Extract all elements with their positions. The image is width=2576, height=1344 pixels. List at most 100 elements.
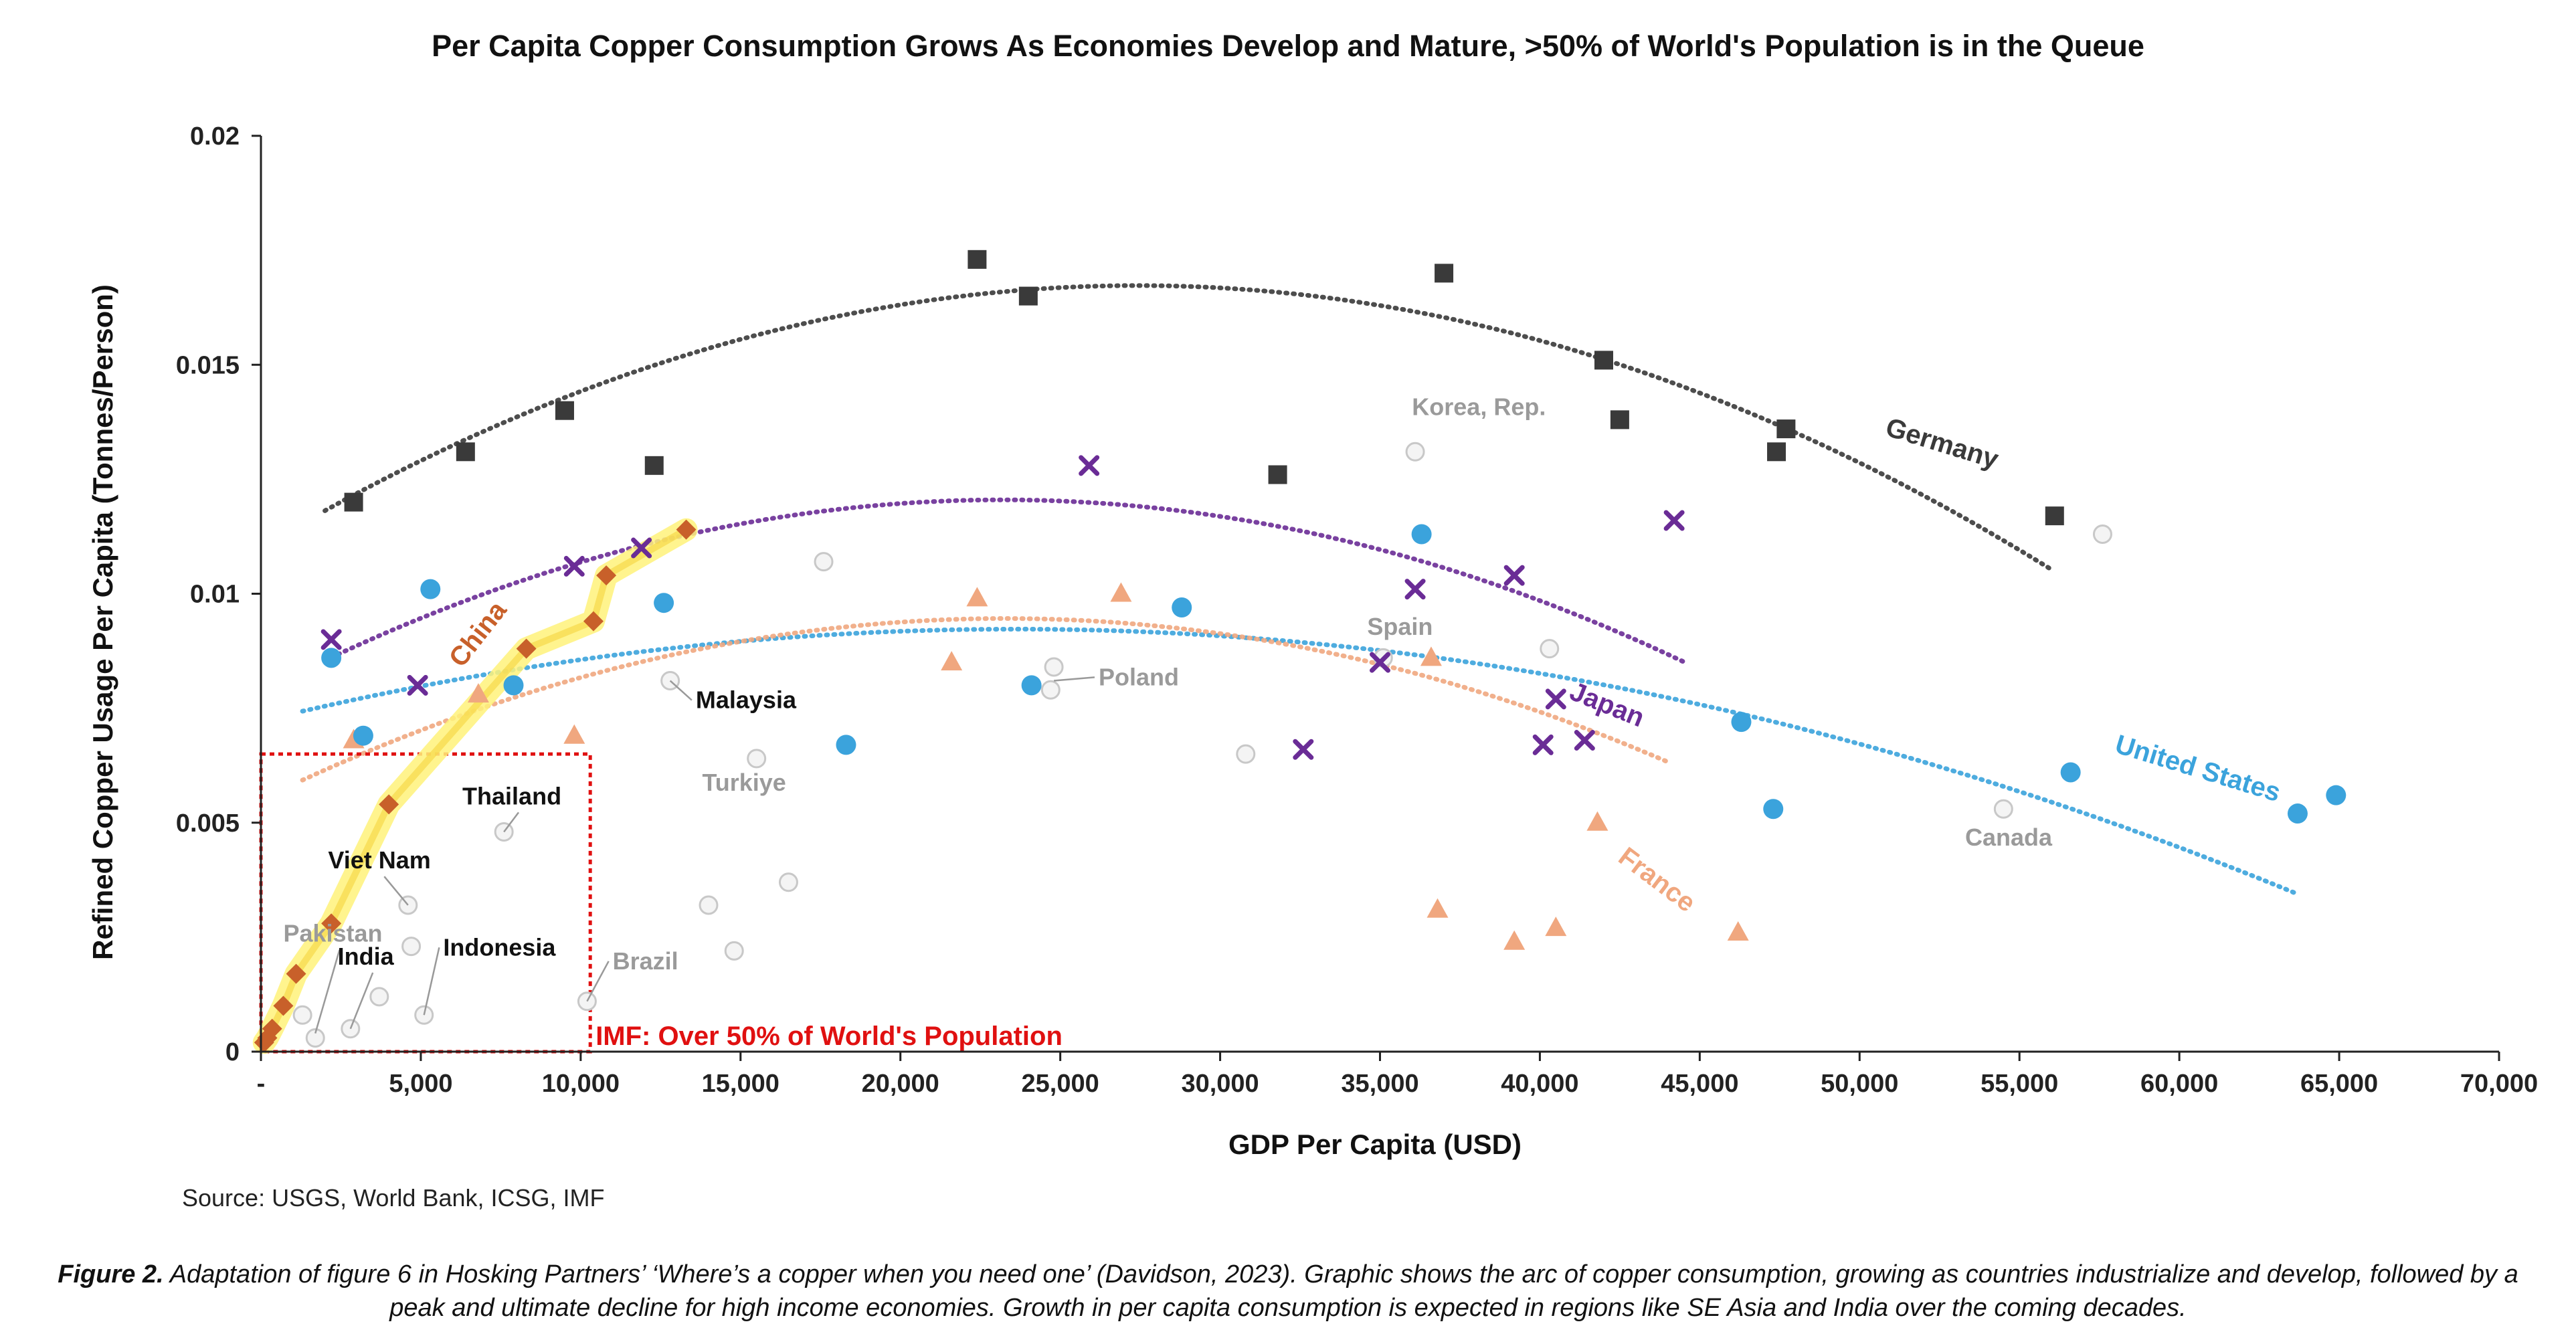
x-tick-label: 65,000 [2300,1070,2378,1098]
japan-point [1404,579,1426,600]
united_states-point [2326,785,2347,805]
united_states-point [1763,799,1784,820]
germany-point [1594,351,1613,370]
source-note: Source: USGS, World Bank, ICSG, IMF [182,1184,605,1212]
annotation-leader [314,949,341,1034]
annotation-label: Indonesia [443,933,556,961]
y-tick-label: 0.005 [176,809,240,838]
japan-point [1370,652,1390,673]
united_states-point [503,675,524,696]
japan-point [1503,565,1525,586]
germany-point [2045,506,2064,526]
germany-point [644,456,664,475]
japan-point [407,674,428,696]
others-point [1044,657,1064,677]
x-tick-label: 5,000 [389,1070,452,1098]
y-tick-label: 0.015 [176,351,240,379]
annotation-label: Spain [1367,613,1433,640]
japan-point [1079,455,1100,476]
x-tick-label: 35,000 [1341,1070,1418,1098]
japan-point [1545,688,1566,710]
series-label-france: France [1613,842,1701,918]
others-point [401,937,422,957]
x-tick-label: 30,000 [1181,1070,1259,1098]
x-tick-label: 60,000 [2140,1070,2218,1098]
united_states-point [420,579,441,599]
others-point [1540,639,1560,659]
annotation-label: Pakistan [283,920,382,947]
trendline-germany [323,283,2054,572]
x-tick-label: 25,000 [1022,1070,1099,1098]
germany-point [1018,286,1038,306]
japan-point [563,555,585,577]
x-tick-label: 10,000 [542,1070,620,1098]
others-point [2092,524,2112,545]
chart-title: Per Capita Copper Consumption Grows As E… [432,29,2144,63]
germany-point [456,442,475,462]
germany-point [555,401,574,420]
japan-point [1293,739,1314,760]
france-point [941,651,963,671]
united_states-point [2287,803,2308,824]
japan-point [1663,510,1685,531]
china-point [286,963,306,984]
china-point [321,913,342,934]
france-point [1503,930,1526,950]
annotation-label: India [338,943,395,970]
united_states-point [1172,597,1192,618]
united_states-point [654,593,674,613]
x-tick-label: - [257,1070,266,1098]
caption-text: Adaptation of figure 6 in Hosking Partne… [163,1260,2518,1322]
others-point [369,987,389,1007]
china-point [273,995,294,1016]
annotation-leader [383,876,409,906]
united_states-point [1411,524,1432,545]
annotation-leader [423,947,440,1016]
annotation-label: Canada [1965,824,2053,851]
united_states-point [353,725,373,746]
others-point [1405,442,1425,462]
united_states-point [836,735,856,755]
others-point [1236,744,1256,764]
annotation-label: Brazil [613,947,678,975]
germany-point [1776,419,1796,439]
trendline-japan [323,497,1686,664]
france-point [1727,921,1749,941]
japan-point [1574,730,1595,751]
others-point [814,552,834,572]
others-point [1040,680,1061,700]
annotation-label: Turkiye [702,769,786,796]
x-tick-label: 20,000 [862,1070,939,1098]
y-axis-label: Refined Copper Usage Per Capita (Tonnes/… [87,284,118,960]
germany-point [968,250,987,269]
japan-point [1532,734,1554,755]
china-point [379,794,399,815]
annotation-leader [586,961,610,1002]
annotation-leader [1053,676,1095,682]
annotations: Korea, Rep. Spain Poland Turkiye Brazil Canad… [283,393,2053,1034]
china-point [596,565,617,586]
others-point [699,895,719,915]
annotation-leader [669,680,693,701]
y-tick-label: 0 [225,1038,240,1066]
annotation-label: Malaysia [696,686,797,714]
series-label-united_states: United States [2112,729,2284,807]
france-point [1427,898,1449,918]
china-point [516,638,537,659]
others-point [1993,799,2013,819]
france-point [1110,582,1132,602]
france-point [1545,917,1567,937]
x-tick-label: 40,000 [1501,1070,1578,1098]
annotation-label: Viet Nam [328,846,430,874]
others-point [778,872,798,892]
x-tick-label: 15,000 [702,1070,779,1098]
annotation-leader [349,972,374,1030]
figure-caption: Figure 2. Adaptation of figure 6 in Hosk… [27,1258,2549,1325]
france-point [966,587,988,607]
germany-point [344,492,363,512]
germany-point [1767,442,1786,462]
annotation-label: Thailand [462,782,561,809]
france-point [563,724,585,744]
imf-box-label: IMF: Over 50% of World's Population [595,1022,1063,1051]
